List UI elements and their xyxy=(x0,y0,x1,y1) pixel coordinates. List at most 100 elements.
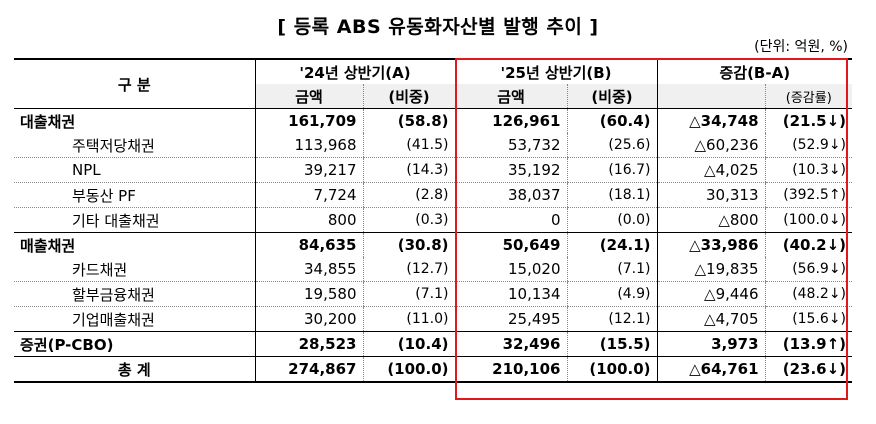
amount-a: 34,855 xyxy=(254,257,363,282)
amount-a: 7,724 xyxy=(254,182,363,208)
amount-b: 126,961 xyxy=(454,108,567,133)
amount-a: 274,867 xyxy=(254,356,363,383)
change-rate: (13.9↑) xyxy=(764,331,853,357)
row-label: 기타 대출채권 xyxy=(72,211,160,230)
change-amount: △800 xyxy=(656,207,766,233)
row-label: 증권(P-CBO) xyxy=(14,331,255,357)
amount-b: 0 xyxy=(454,207,567,233)
table-row: 매출채권 84,635 (30.8) 50,649 (24.1) △33,986… xyxy=(14,232,853,257)
amount-b: 50,649 xyxy=(454,232,567,257)
total-row: 총 계 274,867 (100.0) 210,106 (100.0) △64,… xyxy=(14,356,853,383)
table-row: 증권(P-CBO) 28,523 (10.4) 32,496 (15.5) 3,… xyxy=(14,331,853,357)
share-a: (10.4) xyxy=(362,331,455,357)
amount-b: 35,192 xyxy=(454,157,567,183)
change-amount: △9,446 xyxy=(656,281,766,307)
share-a: (12.7) xyxy=(362,257,455,282)
header-row-2: 금액 (비중) 금액 (비중) (증감률) xyxy=(14,84,853,109)
amount-b: 10,134 xyxy=(454,281,567,307)
amount-b: 53,732 xyxy=(454,133,567,158)
amount-a: 113,968 xyxy=(254,133,363,158)
share-b: (24.1) xyxy=(566,232,658,257)
share-a: (58.8) xyxy=(362,108,455,133)
share-b: (7.1) xyxy=(566,257,658,282)
row-label: 기업매출채권 xyxy=(72,310,155,329)
share-b: (25.6) xyxy=(566,133,658,158)
table-row: 기업매출채권 30,200 (11.0) 25,495 (12.1) △4,70… xyxy=(14,306,853,332)
change-amount: △19,835 xyxy=(656,257,766,282)
table-row: NPL 39,217 (14.3) 35,192 (16.7) △4,025 (… xyxy=(14,157,853,183)
share-b: (4.9) xyxy=(566,281,658,307)
header-2025h1: '25년 상반기(B) xyxy=(454,58,658,84)
amount-b: 32,496 xyxy=(454,331,567,357)
share-b: (0.0) xyxy=(566,207,658,233)
change-amount: 3,973 xyxy=(656,331,766,357)
change-amount: △4,705 xyxy=(656,306,766,332)
change-rate: (40.2↓) xyxy=(764,232,853,257)
row-label: 매출채권 xyxy=(14,232,255,257)
amount-a: 19,580 xyxy=(254,281,363,307)
amount-a: 39,217 xyxy=(254,157,363,183)
header-amount-a: 금액 xyxy=(254,84,363,109)
table-row: 기타 대출채권 800 (0.3) 0 (0.0) △800 (100.0↓) xyxy=(14,207,853,233)
share-b: (18.1) xyxy=(566,182,658,208)
amount-b: 210,106 xyxy=(454,356,567,383)
change-rate: (21.5↓) xyxy=(764,108,853,133)
header-change: 증감(B-A) xyxy=(656,58,853,84)
table-row: 대출채권 161,709 (58.8) 126,961 (60.4) △34,7… xyxy=(14,108,853,133)
row-label: NPL xyxy=(14,157,255,183)
amount-a: 800 xyxy=(254,207,363,233)
table-row: 할부금융채권 19,580 (7.1) 10,134 (4.9) △9,446 … xyxy=(14,281,853,307)
table-row: 주택저당채권 113,968 (41.5) 53,732 (25.6) △60,… xyxy=(14,133,853,158)
unit-note: (단위: 억원, %) xyxy=(754,39,848,55)
header-2024h1: '24년 상반기(A) xyxy=(254,58,455,84)
share-a: (100.0) xyxy=(362,356,455,383)
change-amount: △33,986 xyxy=(656,232,766,257)
share-a: (2.8) xyxy=(362,182,455,208)
share-a: (7.1) xyxy=(362,281,455,307)
header-change-rate: (증감률) xyxy=(764,84,853,109)
change-rate: (23.6↓) xyxy=(764,356,853,383)
amount-a: 28,523 xyxy=(254,331,363,357)
change-rate: (48.2↓) xyxy=(764,281,853,307)
change-rate: (392.5↑) xyxy=(764,182,853,208)
share-a: (11.0) xyxy=(362,306,455,332)
header-amount-b: 금액 xyxy=(454,84,567,109)
table-row: 카드채권 34,855 (12.7) 15,020 (7.1) △19,835 … xyxy=(14,257,853,282)
share-a: (41.5) xyxy=(362,133,455,158)
share-b: (15.5) xyxy=(566,331,658,357)
header-row-1: 구 분 '24년 상반기(A) '25년 상반기(B) 증감(B-A) xyxy=(14,58,853,109)
abs-issuance-table: 구 분 '24년 상반기(A) '25년 상반기(B) 증감(B-A) 금액 (… xyxy=(14,58,853,383)
amount-b: 25,495 xyxy=(454,306,567,332)
row-label: 카드채권 xyxy=(14,257,255,282)
header-change-amount xyxy=(656,84,766,109)
change-amount: △60,236 xyxy=(656,133,766,158)
change-rate: (52.9↓) xyxy=(764,133,853,158)
row-label: 대출채권 xyxy=(14,108,255,133)
row-label: 주택저당채권 xyxy=(14,133,255,158)
amount-b: 38,037 xyxy=(454,182,567,208)
change-rate: (100.0↓) xyxy=(764,207,853,233)
share-b: (12.1) xyxy=(566,306,658,332)
amount-b: 15,020 xyxy=(454,257,567,282)
share-a: (30.8) xyxy=(362,232,455,257)
share-b: (100.0) xyxy=(566,356,658,383)
share-a: (14.3) xyxy=(362,157,455,183)
change-amount: 30,313 xyxy=(656,182,766,208)
share-b: (60.4) xyxy=(566,108,658,133)
table-row: 부동산 PF 7,724 (2.8) 38,037 (18.1) 30,313 … xyxy=(14,182,853,208)
amount-a: 84,635 xyxy=(254,232,363,257)
change-amount: △4,025 xyxy=(656,157,766,183)
row-label: 할부금융채권 xyxy=(14,281,255,307)
change-rate: (15.6↓) xyxy=(764,306,853,332)
change-rate: (10.3↓) xyxy=(764,157,853,183)
header-share-a: (비중) xyxy=(362,84,455,109)
header-category: 구 분 xyxy=(14,58,255,109)
share-b: (16.7) xyxy=(566,157,658,183)
row-label: 부동산 PF xyxy=(14,182,255,208)
header-share-b: (비중) xyxy=(566,84,658,109)
change-amount: △64,761 xyxy=(656,356,766,383)
row-label: 총 계 xyxy=(14,356,255,383)
share-a: (0.3) xyxy=(362,207,455,233)
change-amount: △34,748 xyxy=(656,108,766,133)
table-title: [ 등록 ABS 유동화자산별 발행 추이 ] xyxy=(277,16,599,38)
